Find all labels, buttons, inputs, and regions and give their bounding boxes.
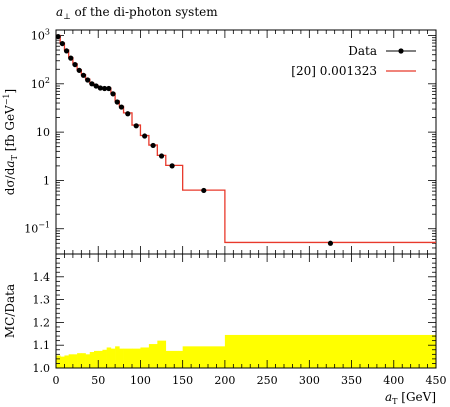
y-tick-label-0.1: 10−1 [24,221,50,236]
main-x-ticks [55,30,437,254]
ratio-band-bin [102,349,107,368]
ratio-band-bin [123,348,133,368]
data-point [133,123,139,129]
x-tick-label: 350 [341,374,362,387]
ratio-band-bin [148,344,158,368]
chart-title-sub: ⊥ [63,12,71,21]
ratio-band [56,334,437,368]
ratio-y-tick-label: 1.4 [33,271,51,284]
data-point [118,104,125,110]
ratio-band-bin [98,350,103,368]
ratio-band-bin [68,354,74,368]
ratio-y-tick-label: 1.1 [33,339,51,352]
ratio-band-bin [81,353,86,368]
x-tick-label: 250 [257,374,278,387]
ratio-y-axis-title: MC/Data [3,284,17,338]
ratio-band-bin [106,347,112,368]
chart-title-symbol: a [56,5,63,19]
data-point [68,55,74,61]
data-point [169,163,175,169]
ratio-plot-frame [55,253,437,369]
data-point [85,77,91,83]
x-axis-title: aT [GeV] [385,390,436,406]
chart-title: a⊥ of the di-photon system [56,5,218,21]
ratio-band-bin [56,355,61,368]
ratio-band-bin [94,350,99,368]
ratio-x-ticks [55,254,437,368]
main-plot-frame [55,29,437,255]
x-tick-label: 0 [53,374,60,387]
chart-title-rest: of the di-photon system [71,5,219,19]
x-tick-label: 50 [91,374,105,387]
ratio-y-tick-labels: 1.0 1.1 1.2 1.3 1.4 [33,271,51,375]
data-series-points [55,33,334,246]
data-point [76,67,82,73]
ratio-y-tick-label: 1.2 [33,316,51,329]
y-tick-label-100: 102 [31,76,50,91]
data-point [106,85,112,92]
data-point [80,72,87,78]
mc-series-step-line [56,34,436,244]
data-point [89,81,95,87]
ratio-band-bin [60,356,65,368]
ratio-band-bin [119,348,124,368]
ratio-band-bin [64,355,69,368]
ratio-band-bin [182,346,226,368]
y-tick-label-1000: 103 [31,28,50,43]
main-y-ticks [56,35,436,255]
data-point [72,61,78,68]
ratio-band-bin [85,354,91,368]
x-tick-labels: 0 50 100 150 200 250 300 350 400 450 [53,374,447,387]
x-tick-label: 450 [426,374,447,387]
data-point [93,83,99,89]
ratio-y-tick-label: 1.3 [33,294,51,307]
ratio-y-tick-label: 1.0 [33,362,51,375]
ratio-band-bin [157,340,167,368]
data-point [327,240,334,246]
ratio-band-bin [89,352,95,368]
y-tick-label-1: 1 [43,174,50,187]
x-tick-label: 400 [383,374,404,387]
legend-label-mc: [20] 0.001323 [291,64,377,78]
x-tick-label: 100 [130,374,151,387]
legend: Data [20] 0.001323 [291,44,416,78]
data-point [158,153,165,159]
main-y-tick-labels: 103 102 10 1 10−1 [24,28,50,236]
ratio-band-bin [115,346,120,368]
ratio-band-bin [140,347,150,368]
data-point [125,111,131,117]
data-point [142,133,148,139]
ratio-plot-panel: 1.0 1.1 1.2 1.3 1.4 0 50 100 150 200 250… [3,253,447,406]
x-tick-label: 150 [172,374,193,387]
ratio-y-ticks [56,253,436,369]
ratio-band-bin [132,348,141,368]
legend-marker-data [398,48,404,54]
x-tick-label: 200 [214,374,235,387]
mc-step-path [56,34,436,244]
y-tick-label-10: 10 [36,126,50,139]
data-point [110,91,116,97]
data-point [59,40,65,47]
data-point [97,85,103,91]
main-plot-panel: 103 102 10 1 10−1 Data [20] 0.001323 dσ/… [2,28,437,255]
data-point [63,48,70,54]
ratio-band-bin [178,350,183,368]
data-point [150,142,156,149]
ratio-band-bin [77,353,82,368]
main-y-axis-title: dσ/daT [fb GeV−1] [2,89,19,195]
data-point [55,33,61,40]
data-point [114,99,120,105]
ratio-band-bin [72,354,78,368]
data-point [101,85,108,92]
x-tick-label: 300 [299,374,320,387]
ratio-band-bin [224,334,437,368]
legend-label-data: Data [348,44,377,58]
ratio-band-bin [110,348,116,368]
ratio-band-bin [165,350,179,368]
data-point [201,187,207,194]
